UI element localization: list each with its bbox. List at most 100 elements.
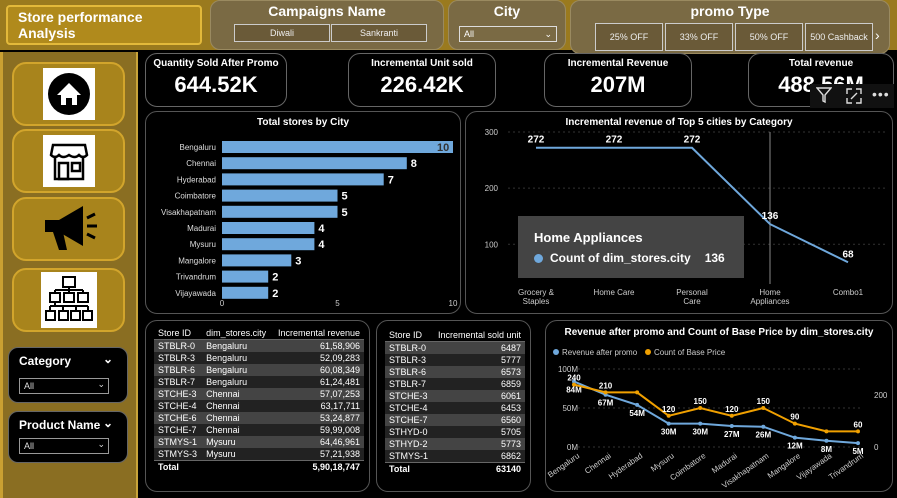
table-row[interactable]: STBLR-6 Bengaluru 60,08,349: [154, 364, 364, 376]
bar[interactable]: [222, 222, 315, 234]
bar-value-label: 4: [318, 223, 325, 235]
nav-home-button[interactable]: [12, 62, 125, 126]
series-point[interactable]: [635, 402, 640, 407]
bar-value-label: 7: [388, 174, 394, 186]
bar-category-label: Mysuru: [190, 240, 216, 249]
promo-slicer[interactable]: promo Type 25% OFF 33% OFF 50% OFF 500 C…: [570, 0, 890, 54]
legend-swatch: [553, 349, 559, 355]
promo-chip-25[interactable]: 25% OFF: [595, 23, 663, 51]
table-row[interactable]: STHYD-0 5705: [385, 426, 525, 438]
table-row[interactable]: STMYS-1 6862: [385, 450, 525, 463]
bar-value-label: 2: [272, 272, 278, 284]
campaign-chip-sankranti[interactable]: Sankranti: [331, 24, 427, 42]
table-row[interactable]: STCHE-4 Chennai 63,17,711: [154, 400, 364, 412]
bar[interactable]: [222, 238, 315, 251]
table-row[interactable]: STCHE-4 6453: [385, 402, 525, 414]
nav-divider: [136, 52, 138, 498]
city-slicer[interactable]: City All ⌄: [448, 0, 566, 50]
table-row[interactable]: STBLR-0 Bengaluru 61,58,906: [154, 339, 364, 352]
bar-category-label: Hyderabad: [177, 175, 216, 184]
promo-chip-33[interactable]: 33% OFF: [665, 23, 733, 51]
series-point[interactable]: [666, 413, 671, 418]
series-point[interactable]: [761, 424, 766, 429]
series-point[interactable]: [856, 429, 860, 434]
y-tick-label: 200: [485, 184, 499, 193]
series-point[interactable]: [761, 406, 766, 410]
col-header[interactable]: Store ID: [154, 327, 203, 340]
promo-chip-500[interactable]: 500 Cashback: [805, 23, 873, 51]
series-point[interactable]: [792, 421, 797, 426]
series-line[interactable]: [573, 380, 859, 445]
series-point[interactable]: [792, 435, 797, 440]
product-filter[interactable]: Product Name ⌄ All ⌄: [8, 411, 128, 463]
table-row[interactable]: STCHE-3 6061: [385, 390, 525, 402]
nav-store-button[interactable]: [12, 129, 125, 193]
table-row[interactable]: STBLR-3 Bengaluru 52,09,283: [154, 352, 364, 364]
filter-icon[interactable]: [815, 86, 833, 109]
data-label: 68: [842, 249, 854, 260]
series-point[interactable]: [698, 406, 703, 410]
nav-campaign-button[interactable]: [12, 197, 125, 261]
table-row[interactable]: STBLR-7 Bengaluru 61,24,481: [154, 376, 364, 388]
focus-mode-icon[interactable]: [846, 88, 862, 109]
series-point[interactable]: [603, 390, 608, 395]
city-dropdown[interactable]: All ⌄: [459, 26, 557, 42]
table-row[interactable]: STCHE-6 Chennai 53,24,877: [154, 412, 364, 424]
bar[interactable]: [222, 205, 338, 218]
bar[interactable]: [222, 173, 384, 186]
table-cell: 6560: [500, 415, 521, 425]
combo-chart-card: Revenue after promo and Count of Base Pr…: [545, 320, 893, 492]
campaign-chip-diwali[interactable]: Diwali: [234, 24, 330, 42]
series-point[interactable]: [698, 421, 703, 426]
col-header[interactable]: Store ID: [385, 329, 433, 342]
series-point[interactable]: [824, 438, 829, 443]
x-tick-label: 0: [220, 299, 225, 308]
data-label: 136: [762, 211, 779, 222]
chart-title: Revenue after promo and Count of Base Pr…: [564, 327, 874, 338]
more-options-icon[interactable]: •••: [872, 86, 890, 102]
table-row[interactable]: STCHE-3 Chennai 57,07,253: [154, 388, 364, 400]
bar[interactable]: [222, 254, 292, 267]
table-row[interactable]: STHYD-2 5773: [385, 438, 525, 450]
kpi-value: 207M: [590, 72, 646, 97]
table-row[interactable]: STCHE-7 6560: [385, 414, 525, 426]
col-header[interactable]: Incremental sold unit: [432, 329, 525, 342]
series-line[interactable]: [573, 383, 858, 433]
col-header[interactable]: dim_stores.city: [202, 327, 272, 340]
table-row[interactable]: STMYS-1 Mysuru 64,46,961: [154, 436, 364, 448]
series-point[interactable]: [729, 413, 734, 418]
table-cell: 57,07,253: [319, 389, 360, 399]
stores-by-city-chart: Bengaluru 10 Chennai 8 Hyderabad 7 Coimbatore 5…: [161, 141, 458, 308]
product-select[interactable]: All ⌄: [19, 438, 109, 454]
bar[interactable]: [222, 270, 269, 283]
series-line[interactable]: [536, 146, 849, 264]
series-point[interactable]: [572, 379, 576, 384]
promo-chip-50[interactable]: 50% OFF: [735, 23, 803, 51]
table-row[interactable]: STCHE-7 Chennai 59,99,008: [154, 424, 364, 436]
bar[interactable]: [222, 141, 453, 153]
col-header[interactable]: Incremental revenue: [271, 327, 364, 340]
series-point[interactable]: [729, 423, 734, 428]
chevron-right-icon[interactable]: ›: [875, 27, 880, 43]
series-point[interactable]: [856, 441, 860, 446]
bar[interactable]: [222, 189, 338, 202]
table-row[interactable]: STBLR-0 6487: [385, 341, 525, 354]
bar-category-label: Chennai: [186, 159, 216, 168]
nav-hierarchy-button[interactable]: [12, 268, 125, 332]
units-table: Store ID Incremental sold unit STBLR-0 64…: [385, 329, 525, 475]
table-row[interactable]: STBLR-6 6573: [385, 366, 525, 378]
city-selected: All: [464, 29, 475, 39]
bar[interactable]: [222, 286, 269, 299]
table-cell: STCHE-4: [389, 403, 428, 413]
table-row[interactable]: STMYS-3 Mysuru 57,21,938: [154, 448, 364, 461]
series-point[interactable]: [572, 382, 576, 387]
category-filter[interactable]: Category ⌄ All ⌄: [8, 347, 128, 403]
series-point[interactable]: [824, 429, 829, 434]
table-row[interactable]: STBLR-3 5777: [385, 354, 525, 366]
campaigns-slicer[interactable]: Campaigns Name Diwali Sankranti: [210, 0, 444, 50]
table-row[interactable]: STBLR-7 6859: [385, 378, 525, 390]
bar[interactable]: [222, 157, 407, 170]
category-select[interactable]: All ⌄: [19, 378, 109, 394]
series-point[interactable]: [666, 421, 671, 426]
series-point[interactable]: [635, 390, 640, 395]
